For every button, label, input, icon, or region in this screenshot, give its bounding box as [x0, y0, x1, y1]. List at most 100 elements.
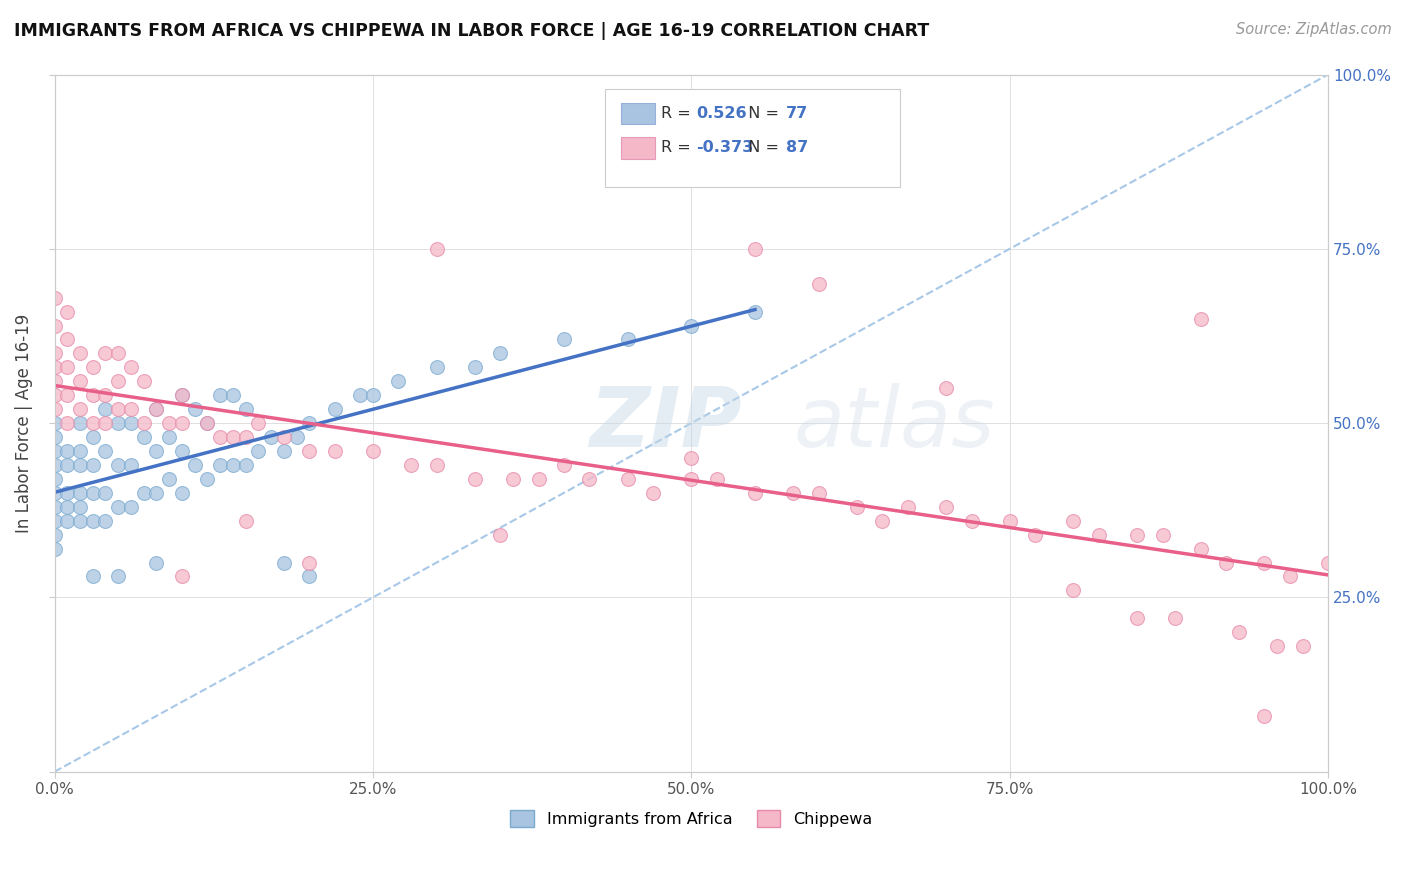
Point	[94, 416, 117, 430]
Point	[132, 416, 155, 430]
Point	[298, 416, 321, 430]
Point	[273, 556, 295, 570]
Point	[145, 556, 167, 570]
Point	[845, 500, 868, 514]
Point	[960, 514, 983, 528]
Point	[56, 500, 79, 514]
Point	[132, 430, 155, 444]
Text: 87: 87	[786, 140, 808, 154]
Point	[107, 374, 129, 388]
Point	[426, 458, 449, 472]
Point	[170, 388, 193, 402]
Point	[222, 458, 245, 472]
Point	[1062, 514, 1084, 528]
Point	[82, 360, 104, 375]
Point	[578, 472, 600, 486]
Point	[744, 485, 766, 500]
Text: 0.526: 0.526	[696, 106, 747, 120]
Point	[553, 458, 575, 472]
Point	[120, 500, 142, 514]
Text: atlas: atlas	[793, 383, 995, 464]
Point	[56, 514, 79, 528]
Point	[260, 430, 283, 444]
Point	[44, 416, 66, 430]
Point	[897, 500, 920, 514]
Point	[1164, 611, 1187, 625]
Point	[349, 388, 371, 402]
Point	[94, 514, 117, 528]
Point	[44, 444, 66, 458]
Point	[807, 277, 830, 291]
Text: N =: N =	[738, 106, 785, 120]
Point	[361, 444, 384, 458]
Point	[502, 472, 524, 486]
Point	[426, 242, 449, 256]
Point	[681, 472, 703, 486]
Point	[69, 485, 91, 500]
Legend: Immigrants from Africa, Chippewa: Immigrants from Africa, Chippewa	[503, 804, 879, 833]
Point	[489, 346, 512, 360]
Point	[170, 388, 193, 402]
Text: N =: N =	[738, 140, 785, 154]
Point	[44, 291, 66, 305]
Point	[399, 458, 422, 472]
Point	[183, 402, 205, 417]
Point	[1189, 541, 1212, 556]
Point	[170, 485, 193, 500]
Point	[145, 402, 167, 417]
Point	[361, 388, 384, 402]
Point	[1152, 527, 1174, 541]
Point	[157, 430, 180, 444]
Point	[107, 346, 129, 360]
Point	[782, 485, 804, 500]
Point	[1227, 625, 1250, 640]
Point	[681, 318, 703, 333]
Point	[1062, 583, 1084, 598]
Point	[56, 458, 79, 472]
Point	[69, 374, 91, 388]
Point	[426, 360, 449, 375]
Point	[1253, 709, 1275, 723]
Point	[69, 346, 91, 360]
Point	[1265, 639, 1288, 653]
Point	[235, 458, 257, 472]
Point	[120, 402, 142, 417]
Point	[807, 485, 830, 500]
Point	[107, 569, 129, 583]
Point	[132, 374, 155, 388]
Point	[298, 556, 321, 570]
Point	[69, 458, 91, 472]
Point	[82, 569, 104, 583]
Point	[387, 374, 409, 388]
Point	[706, 472, 728, 486]
Point	[44, 514, 66, 528]
Point	[44, 360, 66, 375]
Point	[998, 514, 1021, 528]
Point	[44, 458, 66, 472]
Point	[132, 485, 155, 500]
Point	[1189, 311, 1212, 326]
Point	[44, 500, 66, 514]
Point	[298, 444, 321, 458]
Point	[94, 388, 117, 402]
Text: IMMIGRANTS FROM AFRICA VS CHIPPEWA IN LABOR FORCE | AGE 16-19 CORRELATION CHART: IMMIGRANTS FROM AFRICA VS CHIPPEWA IN LA…	[14, 22, 929, 40]
Point	[82, 458, 104, 472]
Point	[209, 458, 232, 472]
Point	[195, 472, 218, 486]
Point	[82, 416, 104, 430]
Point	[616, 333, 638, 347]
Point	[1024, 527, 1046, 541]
Point	[107, 458, 129, 472]
Point	[1126, 527, 1149, 541]
Point	[285, 430, 308, 444]
Point	[94, 346, 117, 360]
Point	[107, 416, 129, 430]
Point	[616, 472, 638, 486]
Point	[195, 416, 218, 430]
Point	[527, 472, 550, 486]
Point	[170, 569, 193, 583]
Point	[935, 500, 957, 514]
Point	[235, 514, 257, 528]
Point	[222, 388, 245, 402]
Point	[744, 304, 766, 318]
